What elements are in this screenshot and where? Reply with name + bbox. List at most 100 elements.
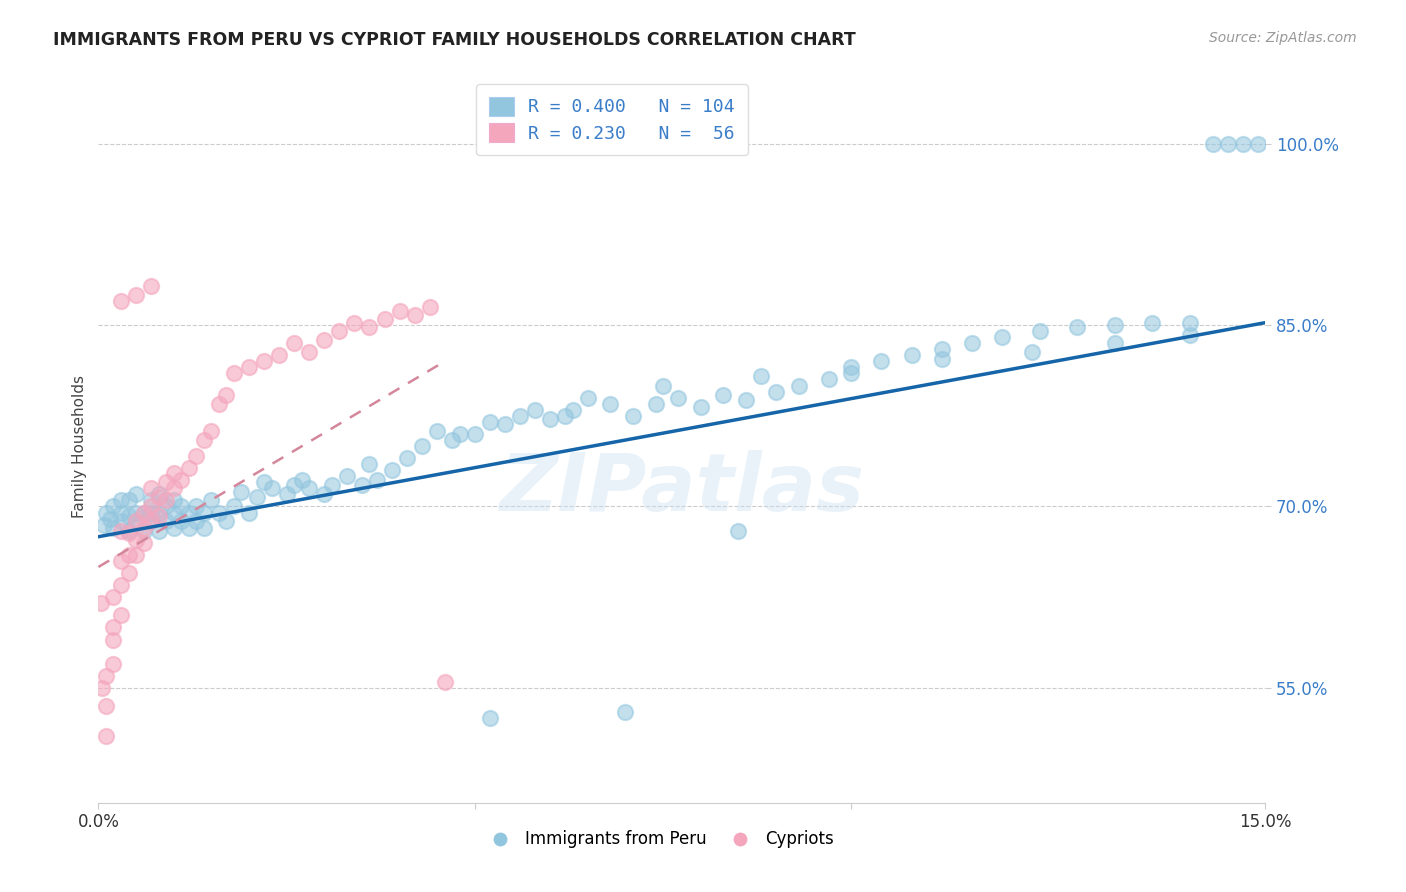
Text: IMMIGRANTS FROM PERU VS CYPRIOT FAMILY HOUSEHOLDS CORRELATION CHART: IMMIGRANTS FROM PERU VS CYPRIOT FAMILY H… xyxy=(53,31,856,49)
Point xyxy=(494,417,516,432)
Point xyxy=(170,514,193,528)
Point xyxy=(125,514,148,528)
Point xyxy=(193,506,215,520)
Point xyxy=(599,397,621,411)
Point xyxy=(125,288,148,302)
Point xyxy=(328,324,350,338)
Point xyxy=(839,367,862,381)
Point xyxy=(366,473,388,487)
Point xyxy=(931,351,953,366)
Point xyxy=(576,391,599,405)
Point xyxy=(298,344,321,359)
Point xyxy=(148,490,170,504)
Point xyxy=(132,524,155,538)
Point xyxy=(125,533,148,548)
Point xyxy=(132,535,155,549)
Point xyxy=(110,524,132,538)
Point xyxy=(336,469,359,483)
Point xyxy=(817,372,839,386)
Point xyxy=(148,524,170,538)
Legend: Immigrants from Peru, Cypriots: Immigrants from Peru, Cypriots xyxy=(477,824,841,855)
Point xyxy=(125,548,148,562)
Point xyxy=(103,657,125,671)
Point xyxy=(193,433,215,447)
Point xyxy=(186,500,208,514)
Point xyxy=(538,412,561,426)
Point xyxy=(110,514,132,528)
Point xyxy=(177,460,200,475)
Point xyxy=(98,511,121,525)
Point xyxy=(163,506,186,520)
Point xyxy=(554,409,576,423)
Point xyxy=(1232,136,1254,151)
Point xyxy=(765,384,787,399)
Point xyxy=(94,669,117,683)
Point xyxy=(404,309,426,323)
Point xyxy=(1021,344,1043,359)
Point xyxy=(117,493,139,508)
Point xyxy=(749,368,772,383)
Point xyxy=(139,493,162,508)
Point xyxy=(125,487,148,501)
Point xyxy=(132,506,155,520)
Point xyxy=(139,506,162,520)
Point xyxy=(870,354,893,368)
Point xyxy=(110,554,132,568)
Point xyxy=(1178,316,1201,330)
Point xyxy=(94,506,117,520)
Point xyxy=(155,500,177,514)
Point xyxy=(155,475,177,490)
Point xyxy=(90,596,112,610)
Point xyxy=(139,279,162,293)
Point xyxy=(1066,320,1088,334)
Point xyxy=(1142,316,1164,330)
Point xyxy=(283,336,305,351)
Point xyxy=(727,524,749,538)
Point xyxy=(186,514,208,528)
Point xyxy=(208,506,231,520)
Point xyxy=(200,493,222,508)
Point xyxy=(388,303,411,318)
Point xyxy=(238,506,260,520)
Point xyxy=(449,426,471,441)
Point xyxy=(419,300,441,314)
Point xyxy=(148,487,170,501)
Point xyxy=(1216,136,1239,151)
Point xyxy=(170,500,193,514)
Point xyxy=(478,415,501,429)
Point xyxy=(283,477,305,491)
Point xyxy=(253,354,276,368)
Point xyxy=(117,526,139,541)
Point xyxy=(1202,136,1225,151)
Point xyxy=(117,524,139,538)
Point xyxy=(478,711,501,725)
Point xyxy=(103,500,125,514)
Point xyxy=(193,521,215,535)
Point xyxy=(103,632,125,647)
Point xyxy=(561,402,583,417)
Point xyxy=(464,426,486,441)
Point xyxy=(117,566,139,580)
Point xyxy=(231,485,253,500)
Point xyxy=(644,397,666,411)
Point xyxy=(94,729,117,743)
Point xyxy=(1104,336,1126,351)
Point xyxy=(148,506,170,520)
Point xyxy=(900,348,922,362)
Point xyxy=(509,409,531,423)
Point xyxy=(433,674,456,689)
Point xyxy=(117,548,139,562)
Point xyxy=(621,409,644,423)
Point xyxy=(276,487,298,501)
Point xyxy=(110,506,132,520)
Point xyxy=(155,514,177,528)
Point xyxy=(1178,327,1201,342)
Point xyxy=(1104,318,1126,332)
Point xyxy=(426,425,449,439)
Point xyxy=(139,500,162,514)
Point xyxy=(411,439,433,453)
Point xyxy=(132,506,155,520)
Point xyxy=(291,473,314,487)
Point xyxy=(269,348,291,362)
Point xyxy=(110,578,132,592)
